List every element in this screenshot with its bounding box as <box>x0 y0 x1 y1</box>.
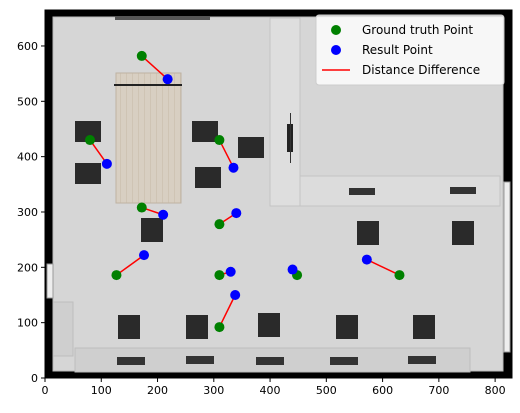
ground-truth-point <box>136 202 147 213</box>
ground-truth-point <box>394 270 405 281</box>
y-tick-label: 400 <box>17 151 38 164</box>
data-points <box>85 50 405 333</box>
ground-truth-point <box>111 270 122 281</box>
ground-truth-point <box>214 322 225 333</box>
result-point <box>162 74 173 85</box>
y-tick-label: 0 <box>31 372 38 385</box>
legend-symbol-ground-truth <box>331 25 341 35</box>
x-tick-label: 600 <box>372 384 393 397</box>
distance-line <box>141 55 169 80</box>
x-tick-label: 500 <box>316 384 337 397</box>
ground-truth-point <box>214 219 225 230</box>
result-point <box>225 266 236 277</box>
result-point <box>287 264 298 275</box>
distance-line <box>366 258 400 276</box>
y-axis: 0 100 200 300 400 500 600 <box>17 40 45 385</box>
distance-line <box>218 139 235 169</box>
y-tick-label: 200 <box>17 261 38 274</box>
legend-label-distance: Distance Difference <box>362 63 480 77</box>
y-tick-label: 600 <box>17 40 38 53</box>
legend-label-ground-truth: Ground truth Point <box>362 23 473 37</box>
result-point <box>231 208 242 219</box>
x-tick-label: 700 <box>428 384 449 397</box>
result-point <box>230 289 241 300</box>
y-tick-label: 100 <box>17 317 38 330</box>
ground-truth-point <box>136 50 147 61</box>
result-point <box>158 209 169 220</box>
legend-box <box>315 14 505 86</box>
y-tick-label: 500 <box>17 95 38 108</box>
ground-truth-point <box>214 270 225 281</box>
x-tick-label: 200 <box>147 384 168 397</box>
distance-line <box>218 294 236 328</box>
x-tick-label: 400 <box>260 384 281 397</box>
ground-truth-point <box>214 135 225 146</box>
x-axis: 0 100 200 300 400 500 600 700 800 <box>42 378 506 397</box>
distance-line <box>116 254 145 276</box>
result-point <box>101 158 112 169</box>
plot-frame <box>44 9 513 379</box>
x-tick-label: 800 <box>485 384 506 397</box>
result-point <box>228 162 239 173</box>
x-tick-label: 300 <box>203 384 224 397</box>
x-tick-label: 100 <box>91 384 112 397</box>
y-tick-label: 300 <box>17 206 38 219</box>
ground-truth-point <box>85 135 96 146</box>
legend: Ground truth Point Result Point Distance… <box>315 14 505 86</box>
legend-symbol-result <box>331 45 341 55</box>
legend-label-result: Result Point <box>362 43 433 57</box>
x-tick-label: 0 <box>42 384 49 397</box>
result-point <box>139 250 150 261</box>
result-point <box>361 254 372 265</box>
